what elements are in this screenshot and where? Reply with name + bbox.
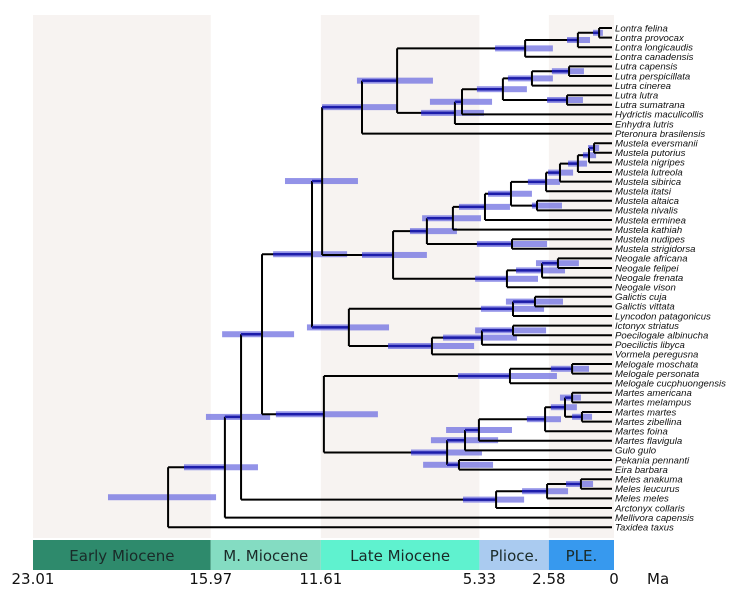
taxon-label: Mustela strigidorsa [615,244,696,255]
taxon-label: Martes flavigula [615,436,682,447]
time-axis: 23.01 15.97 11.61 5.33 2.58 0 Ma [12,570,670,588]
taxon-label: Mustela lutreola [615,167,683,178]
taxon-label: Mustela eversmanii [615,139,699,150]
node-age-ci-bar [107,494,217,501]
taxon-label: Meles meles [615,494,669,505]
taxon-label: Enhydra lutris [615,119,674,130]
taxon-label: Galictis cuja [615,292,667,303]
epoch-label: PLE. [566,547,598,565]
epoch-block [210,540,321,570]
tick-label: 2.58 [532,570,565,588]
axis-unit: Ma [647,570,669,588]
taxon-label: Mellivora capensis [615,513,694,524]
taxon-label: Ictonyx striatus [615,321,679,332]
taxon-label: Lutra sumatrana [615,100,685,111]
taxon-label: Martes martes [615,407,677,418]
epoch-label: M. Miocene [223,547,308,565]
taxon-label: Lutra perspicillata [615,71,690,82]
taxon-label: Meles leucurus [615,484,680,495]
taxon-label: Poecilictis libyca [615,340,685,351]
node-age-ci-bar [531,202,562,209]
taxon-label: Pekania pennanti [615,455,690,466]
taxon-label: Lyncodon patagonicus [615,311,711,322]
node-age-ci-bar [362,251,427,258]
taxon-label: Mustela nigripes [615,158,685,169]
node-age-ci-bar [409,228,457,235]
epoch-block [320,540,480,570]
taxon-label: Taxidea taxus [615,523,674,534]
epoch-label: Early Miocene [69,547,174,565]
taxon-label: Martes melampus [615,398,691,409]
taxon-label: Neogale frenata [615,273,683,284]
taxon-label: Mustela nivalis [615,206,678,217]
taxon-label: Lontra provocax [615,33,685,44]
taxon-label: Neogale felipei [615,263,679,274]
taxon-label: Mustela altaica [615,196,679,207]
epoch-block [479,540,549,570]
taxon-label: Mustela itatsi [615,187,672,198]
taxon-label: Lutra capensis [615,62,678,73]
taxon-label: Neogale vison [615,283,676,294]
node-age-ci-bar [275,411,378,418]
tick-label: 0 [609,570,619,588]
taxon-label: Mustela sibirica [615,177,681,188]
taxon-label: Mustela putorius [615,148,686,159]
epoch-shade [32,15,211,538]
epoch-label: Plioce. [490,547,539,565]
taxon-label: Martes foina [615,427,668,438]
taxon-label: Poecilogale albinucha [615,331,708,342]
taxon-label: Neogale africana [615,254,688,265]
taxon-label: Mustela nudipes [615,235,685,246]
taxon-label: Galictis vittata [615,302,675,313]
taxon-label: Lontra canadensis [615,52,694,63]
taxon-label: Melogale cucphuongensis [615,379,726,390]
taxon-label: Gulo gulo [615,446,657,457]
tick-label: 11.61 [299,570,342,588]
taxon-label: Lontra felina [615,23,668,34]
taxon-label: Lontra longicaudis [615,43,693,54]
taxon-label: Martes zibellina [615,417,682,428]
taxon-label: Lutra lutra [615,91,658,102]
epoch-shade [320,15,480,538]
taxon-label: Vormela peregusna [615,350,698,361]
tick-label: 23.01 [12,570,55,588]
taxon-label: Eira barbara [615,465,668,476]
epoch-label: Late Miocene [350,547,450,565]
taxon-label: Lutra cinerea [615,81,671,92]
taxon-label: Mustela kathiah [615,225,682,236]
taxon-label: Melogale personata [615,369,699,380]
epoch-bar: Early Miocene M. Miocene Late Miocene Plioc… [32,540,614,570]
taxon-label: Mustela erminea [615,215,686,226]
taxon-label: Melogale moschata [615,359,698,370]
epoch-block [32,540,211,570]
taxon-label: Martes americana [615,388,692,399]
epoch-block [548,540,614,570]
tree-branches [167,27,612,529]
tick-label: 5.33 [463,570,496,588]
taxon-label: Pteronura brasilensis [615,129,705,140]
taxon-label: Hydrictis maculicollis [615,110,704,121]
tick-label: 15.97 [189,570,232,588]
taxon-label: Meles anakuma [615,475,683,486]
taxon-label: Arctonyx collaris [614,503,685,514]
